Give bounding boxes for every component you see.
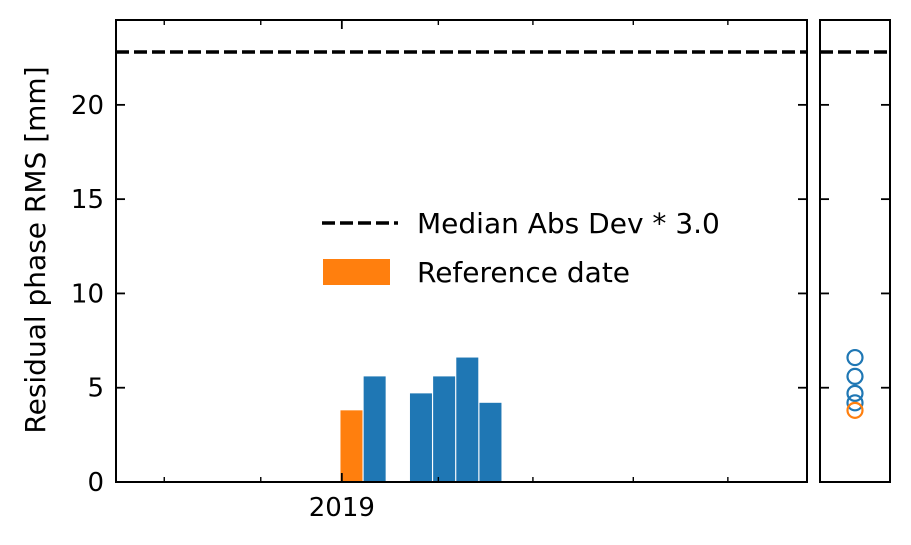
side-point	[846, 394, 864, 412]
x-tick-label: 2019	[309, 493, 375, 523]
bar	[456, 357, 479, 482]
legend-reference-swatch	[323, 259, 390, 285]
side-plot-area	[819, 19, 891, 483]
side-point	[846, 348, 864, 367]
bar-reference	[340, 410, 363, 482]
side-frame	[819, 19, 891, 483]
y-tick-label: 15	[71, 185, 104, 215]
legend-reference-label: Reference date	[417, 256, 630, 289]
side-point	[846, 367, 864, 385]
legend: Median Abs Dev * 3.0 Reference date	[322, 207, 720, 289]
bar	[479, 402, 502, 482]
plot-frame	[115, 19, 808, 483]
side-point-reference	[846, 401, 864, 419]
side-point	[846, 384, 864, 402]
y-tick-label: 10	[71, 279, 104, 309]
bar	[409, 393, 432, 482]
y-axis-label: Residual phase RMS [mm]	[19, 66, 52, 433]
main-plot-area: 0 5 10 15 20 2019	[71, 19, 808, 523]
legend-threshold-label: Median Abs Dev * 3.0	[417, 207, 720, 240]
y-tick-label: 20	[71, 91, 104, 121]
y-tick-label: 0	[87, 468, 104, 498]
y-tick-label: 5	[87, 374, 104, 404]
bar	[433, 376, 456, 482]
bar	[363, 376, 386, 482]
